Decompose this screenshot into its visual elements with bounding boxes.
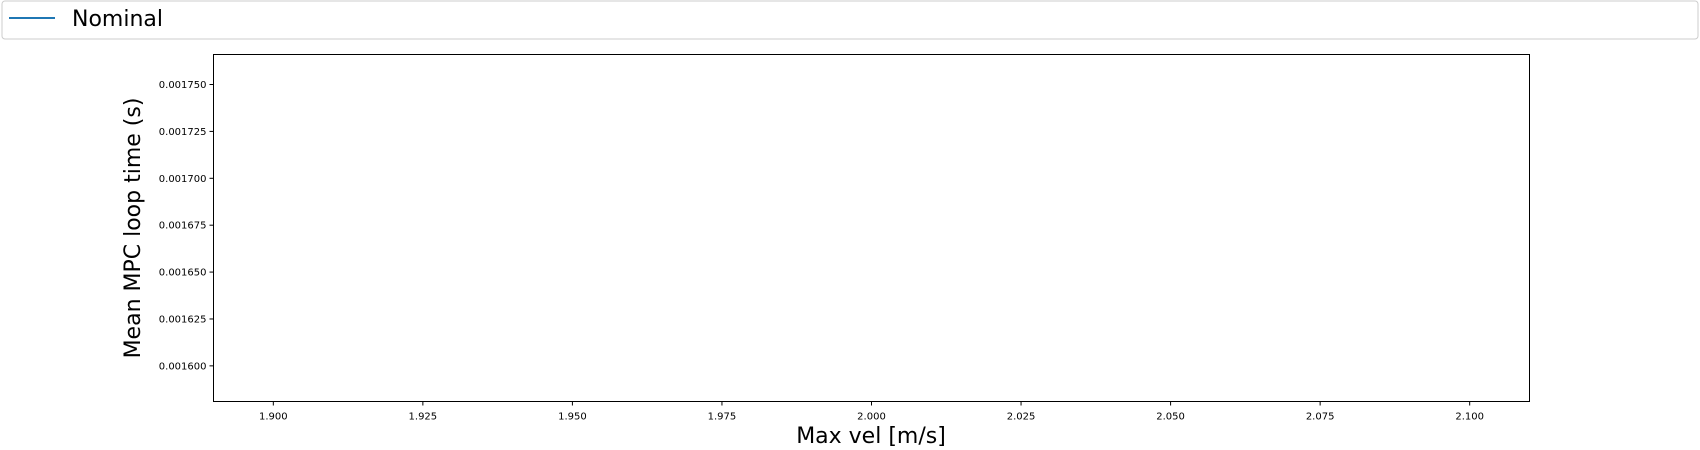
- x-tick-label: 2.100: [1455, 412, 1484, 423]
- y-tick-label: 0.001650: [159, 268, 207, 279]
- y-axis-title: Mean MPC loop time (s): [121, 98, 146, 359]
- x-tick-label: 1.950: [558, 412, 587, 423]
- x-tick-label: 1.900: [259, 412, 288, 423]
- x-tick-label: 1.925: [409, 412, 438, 423]
- x-tick-label: 2.000: [857, 412, 886, 423]
- legend-frame: [1, 0, 1699, 40]
- legend-label-nominal: Nominal: [72, 7, 163, 32]
- x-tick-label: 2.050: [1156, 412, 1185, 423]
- legend: Nominal: [1, 0, 1699, 40]
- y-tick-label: 0.001600: [159, 361, 207, 372]
- x-tick-label: 1.975: [708, 412, 737, 423]
- plot-area: 1.900 1.925 1.950 1.975 2.000 2.025 2.050 2.075…: [159, 54, 1530, 423]
- plot-frame: [213, 54, 1530, 402]
- y-tick-label: 0.001675: [159, 221, 207, 232]
- y-tick-label: 0.001750: [159, 80, 207, 91]
- x-axis-title: Max vel [m/s]: [796, 424, 946, 449]
- y-tick-label: 0.001625: [159, 314, 207, 325]
- y-tick-label: 0.001700: [159, 174, 207, 185]
- x-axis-ticks: 1.900 1.925 1.950 1.975 2.000 2.025 2.050 2.075…: [259, 401, 1484, 423]
- x-tick-label: 2.025: [1007, 412, 1036, 423]
- x-tick-label: 2.075: [1306, 412, 1335, 423]
- y-tick-label: 0.001725: [159, 127, 207, 138]
- y-axis-ticks: 0.001600 0.001625 0.001650 0.001675 0.001700…: [159, 80, 214, 372]
